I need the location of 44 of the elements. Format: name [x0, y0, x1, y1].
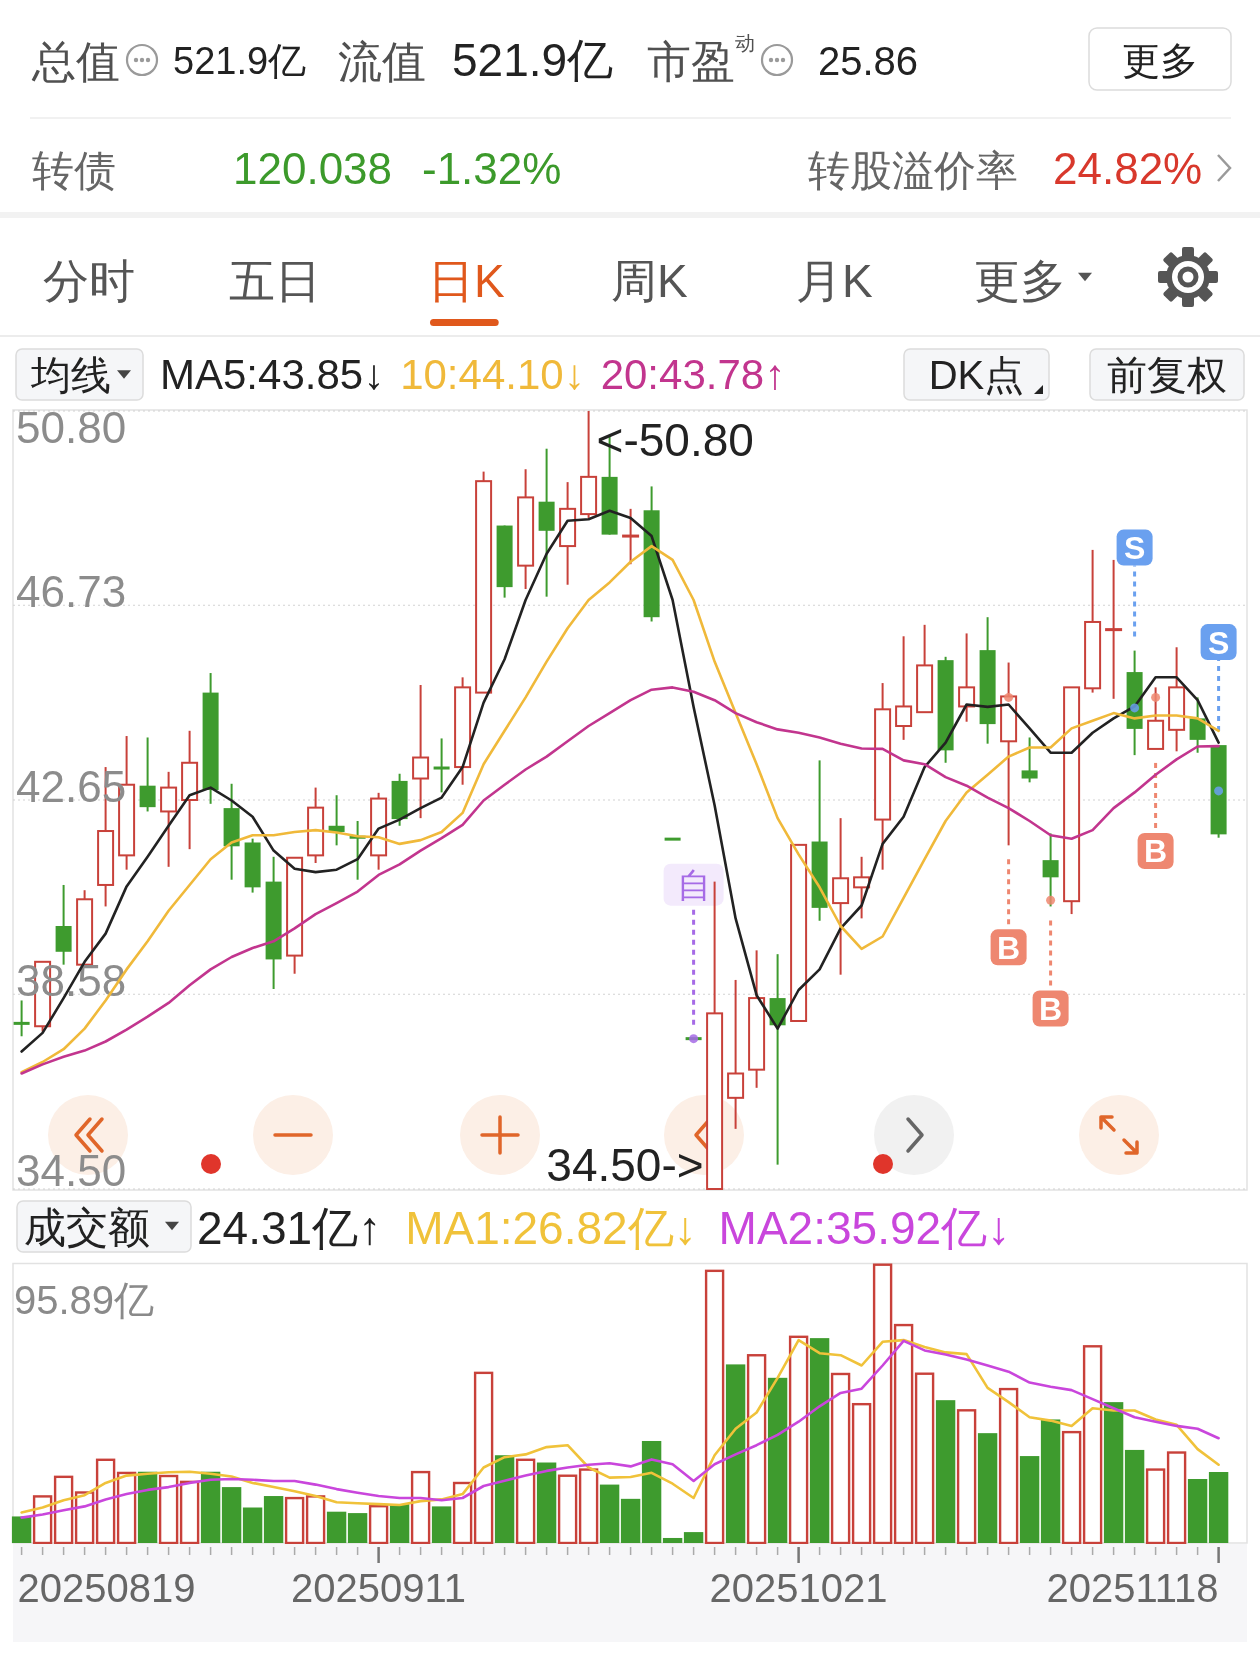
annotation: 95.89亿: [14, 1278, 155, 1322]
text: MA5:43.85↓: [160, 351, 385, 398]
text: 市盈$^{动}$: [647, 31, 755, 86]
text: 521.9亿: [173, 40, 307, 82]
text: 转股溢价率: [808, 147, 1018, 194]
signal: S: [1116, 529, 1153, 637]
text: 周K: [611, 255, 688, 307]
legend-title: 均线: [30, 353, 111, 397]
text: DK点: [928, 353, 1025, 397]
text: 转债: [32, 147, 116, 194]
text: 更多: [1122, 40, 1198, 82]
signal: B: [1137, 762, 1174, 870]
text: 24.31亿↑: [197, 1202, 382, 1254]
text: 更多: [974, 255, 1066, 307]
y-tick-label: 46.73: [16, 567, 127, 617]
text: MA2:35.92亿↓: [718, 1202, 1011, 1254]
text: 25.86: [818, 39, 919, 83]
y-tick-label: 50.80: [16, 403, 127, 452]
text: 20251118: [1046, 1566, 1219, 1610]
signal: B: [990, 859, 1027, 966]
text: 前复权: [1107, 353, 1227, 397]
text: 五日: [229, 255, 321, 307]
annotation: <-50.80: [596, 414, 754, 466]
signal: B: [1032, 920, 1069, 1027]
text: 流值: [338, 37, 426, 86]
text: -1.32%: [422, 144, 562, 193]
text: 分时: [43, 255, 135, 307]
annotation: 34.50->: [546, 1139, 704, 1191]
text: 120.038: [233, 144, 393, 193]
signal: S: [1200, 624, 1237, 732]
text: 20:43.78↑: [600, 351, 786, 398]
text: 总值: [31, 37, 120, 86]
text: 24.82%: [1053, 144, 1203, 193]
x-tick-label: 20250911: [291, 1566, 467, 1610]
text: 日K: [428, 255, 505, 307]
y-tick-label: 34.50: [16, 1146, 127, 1195]
text: 10:44.10↓: [400, 351, 585, 398]
text: 月K: [796, 255, 873, 307]
text: 20250819: [17, 1566, 196, 1610]
text: 521.9亿: [452, 34, 614, 86]
x-tick-label: 20251021: [709, 1566, 888, 1610]
text: MA1:26.82亿↓: [405, 1202, 697, 1254]
series-label: B: [997, 929, 1021, 966]
chart-title: 成交额: [24, 1204, 150, 1251]
